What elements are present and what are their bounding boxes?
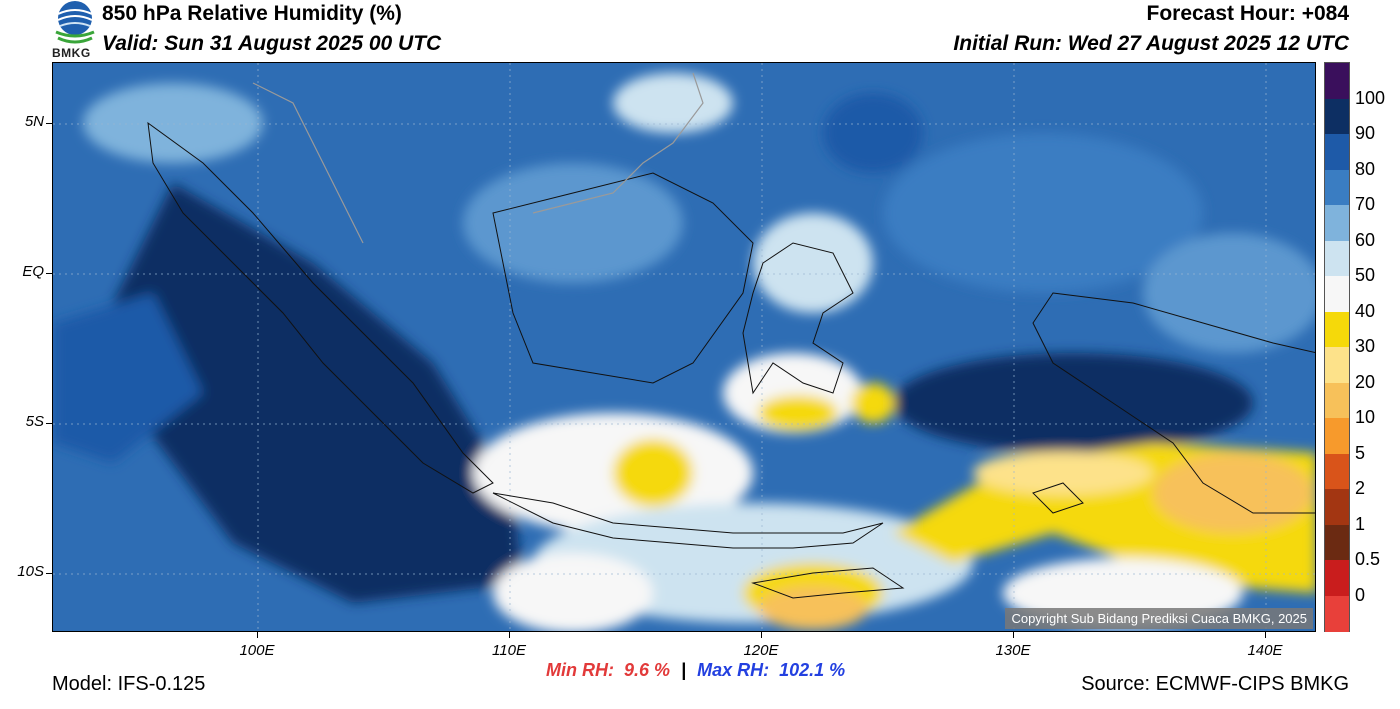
bmkg-logo-icon xyxy=(55,1,95,44)
colorbar-segment xyxy=(1325,595,1349,632)
colorbar-label: 40 xyxy=(1355,300,1376,321)
humidity-map: Copyright Sub Bidang Prediksi Cuaca BMKG… xyxy=(52,62,1316,632)
colorbar-segment xyxy=(1325,489,1349,525)
colorbar-segment xyxy=(1325,524,1349,561)
initial-run: Initial Run: Wed 27 August 2025 12 UTC xyxy=(953,32,1349,55)
colorbar-label: 90 xyxy=(1355,123,1376,143)
lon-label-100e: 100E xyxy=(239,642,275,659)
lon-label-120e: 120E xyxy=(743,642,779,659)
colorbar-segment xyxy=(1325,240,1349,277)
colorbar-segment xyxy=(1325,418,1349,454)
max-rh-value: 102.1 % xyxy=(779,660,846,680)
min-rh-value: 9.6 % xyxy=(624,660,671,680)
colorbar-segment xyxy=(1325,560,1349,596)
colorbar-label: 50 xyxy=(1355,265,1376,285)
map-title: 850 hPa Relative Humidity (%) xyxy=(102,2,402,25)
min-rh-label: Min RH: xyxy=(546,660,614,680)
colorbar-label: 0 xyxy=(1355,584,1366,605)
lon-tick xyxy=(1013,632,1014,638)
lon-tick xyxy=(1265,632,1266,638)
colorbar-label: 1 xyxy=(1355,513,1366,534)
colorbar-label: 30 xyxy=(1355,336,1376,356)
lat-label-eq: EQ xyxy=(22,263,44,280)
source-label: Source: ECMWF-CIPS BMKG xyxy=(1081,673,1349,695)
colorbar-label: 100 xyxy=(1355,87,1386,108)
colorbar-segment xyxy=(1325,453,1349,490)
lat-tick xyxy=(46,273,52,274)
lat-tick xyxy=(46,573,52,574)
colorbar xyxy=(1324,62,1350,632)
colorbar-segment xyxy=(1325,63,1349,99)
lat-label-5s: 5S xyxy=(25,413,44,430)
colorbar-label: 70 xyxy=(1355,194,1376,214)
lat-label-10s: 10S xyxy=(17,563,44,580)
colorbar-segment xyxy=(1325,276,1349,312)
colorbar-label: 0.5 xyxy=(1355,549,1381,569)
colorbar-segment xyxy=(1325,98,1349,135)
copyright-notice: Copyright Sub Bidang Prediksi Cuaca BMKG… xyxy=(1005,608,1313,629)
stats-separator: | xyxy=(681,660,687,680)
rh-stats: Min RH: 9.6 % | Max RH: 102.1 % xyxy=(546,660,845,681)
colorbar-label: 60 xyxy=(1355,229,1376,250)
lon-label-110e: 110E xyxy=(492,642,526,659)
colorbar-label: 2 xyxy=(1355,478,1366,498)
colorbar-segment xyxy=(1325,169,1349,206)
humidity-field xyxy=(53,63,1315,631)
lon-tick xyxy=(257,632,258,638)
colorbar-label: 20 xyxy=(1355,371,1376,392)
lon-label-130e: 130E xyxy=(995,642,1031,659)
lat-tick xyxy=(46,423,52,424)
lon-tick xyxy=(761,632,762,638)
colorbar-segment xyxy=(1325,134,1349,170)
colorbar-segment xyxy=(1325,205,1349,241)
colorbar-label: 80 xyxy=(1355,158,1376,179)
lat-label-5n: 5N xyxy=(24,113,44,130)
lon-label-140e: 140E xyxy=(1247,642,1283,659)
colorbar-segment xyxy=(1325,311,1349,348)
colorbar-segment xyxy=(1325,382,1349,419)
colorbar-segment xyxy=(1325,347,1349,383)
colorbar-label: 5 xyxy=(1355,442,1366,463)
forecast-hour: Forecast Hour: +084 xyxy=(1146,2,1350,25)
valid-time: Valid: Sun 31 August 2025 00 UTC xyxy=(102,32,442,55)
lon-tick xyxy=(509,632,510,638)
lat-tick xyxy=(46,123,52,124)
logo-text: BMKG xyxy=(52,46,91,60)
colorbar-label: 10 xyxy=(1355,407,1376,427)
max-rh-label: Max RH: xyxy=(697,660,770,680)
model-label: Model: IFS-0.125 xyxy=(52,673,206,695)
